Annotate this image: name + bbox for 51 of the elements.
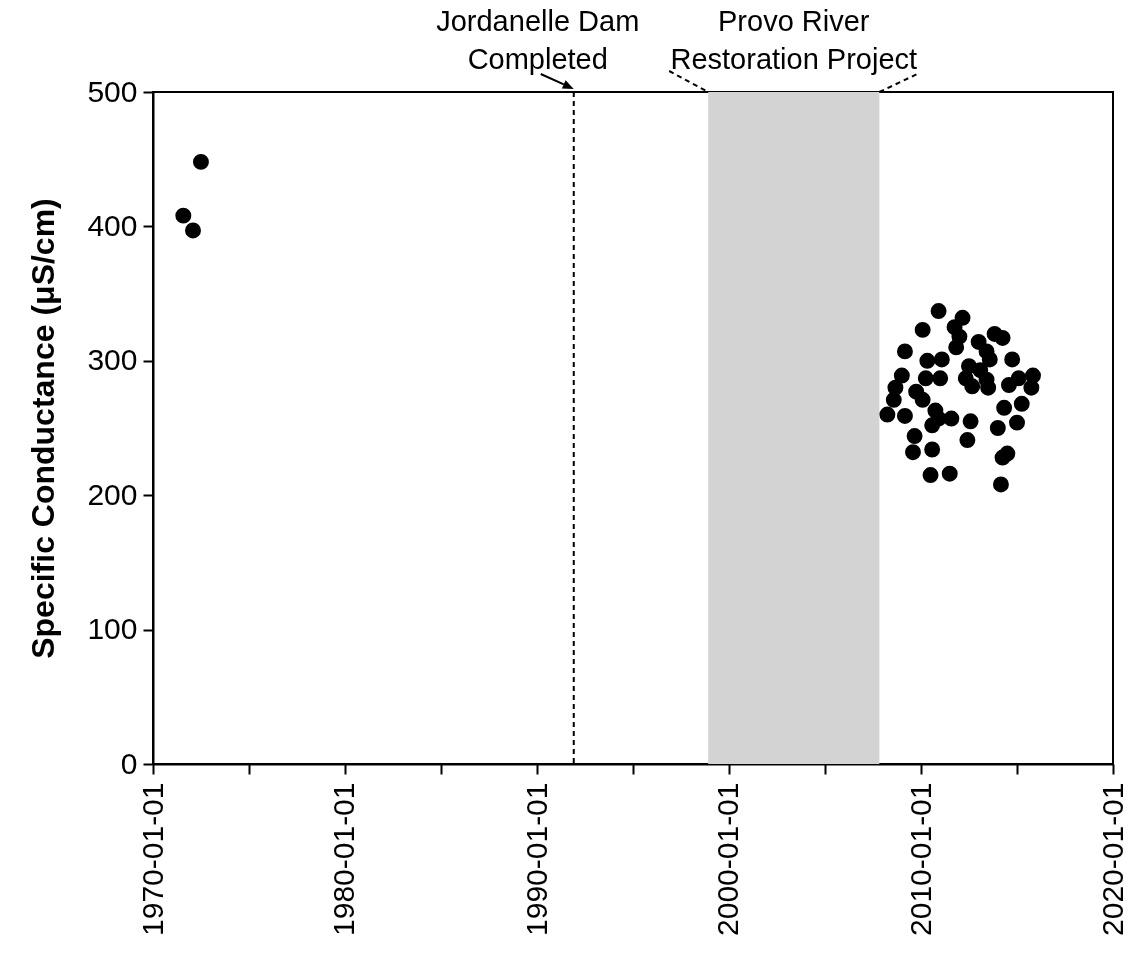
x-tick-label: 1980-01-01 bbox=[327, 782, 361, 936]
point bbox=[885, 391, 902, 408]
point bbox=[185, 222, 201, 239]
point bbox=[941, 465, 958, 482]
point bbox=[992, 476, 1009, 493]
y-tick-label: 300 bbox=[87, 343, 138, 377]
y-tick-label: 0 bbox=[120, 746, 138, 780]
point bbox=[1009, 414, 1025, 431]
point bbox=[959, 432, 976, 449]
point bbox=[994, 330, 1011, 346]
point bbox=[930, 303, 947, 320]
point bbox=[1023, 379, 1040, 396]
point bbox=[932, 370, 949, 387]
point bbox=[1004, 351, 1021, 368]
y-axis-title: Specific Conductance (μS/cm) bbox=[25, 198, 62, 659]
point bbox=[996, 399, 1013, 416]
point bbox=[1001, 377, 1017, 393]
x-tick-label: 1990-01-01 bbox=[519, 782, 553, 936]
x-tick-label: 1970-01-01 bbox=[135, 782, 169, 936]
point bbox=[906, 428, 923, 445]
ref-line-label: Jordanelle Dam Completed bbox=[436, 5, 640, 75]
point bbox=[919, 352, 936, 369]
point bbox=[981, 351, 998, 368]
point bbox=[175, 207, 192, 224]
point bbox=[893, 367, 910, 384]
point bbox=[930, 410, 947, 427]
x-tick-label: 2010-01-01 bbox=[903, 782, 937, 936]
x-tick-label: 2020-01-01 bbox=[1095, 782, 1129, 936]
point bbox=[964, 378, 981, 395]
point bbox=[914, 391, 931, 408]
point bbox=[989, 420, 1006, 436]
point bbox=[922, 467, 939, 483]
point bbox=[896, 407, 913, 424]
point bbox=[994, 449, 1011, 466]
point bbox=[914, 321, 931, 338]
y-tick-label: 400 bbox=[87, 208, 138, 242]
point bbox=[896, 343, 913, 360]
point bbox=[917, 370, 934, 387]
point bbox=[192, 153, 209, 170]
point bbox=[933, 351, 950, 368]
point bbox=[924, 441, 941, 458]
band-label: Provo River Restoration Project bbox=[670, 5, 918, 75]
x-tick-label: 2000-01-01 bbox=[711, 782, 745, 936]
point bbox=[905, 444, 921, 461]
y-tick-label: 200 bbox=[87, 477, 138, 511]
y-tick-label: 100 bbox=[87, 612, 138, 646]
y-tick-label: 500 bbox=[87, 74, 138, 108]
point bbox=[1013, 395, 1030, 412]
point bbox=[962, 413, 979, 430]
point bbox=[948, 339, 965, 356]
point bbox=[879, 406, 896, 423]
